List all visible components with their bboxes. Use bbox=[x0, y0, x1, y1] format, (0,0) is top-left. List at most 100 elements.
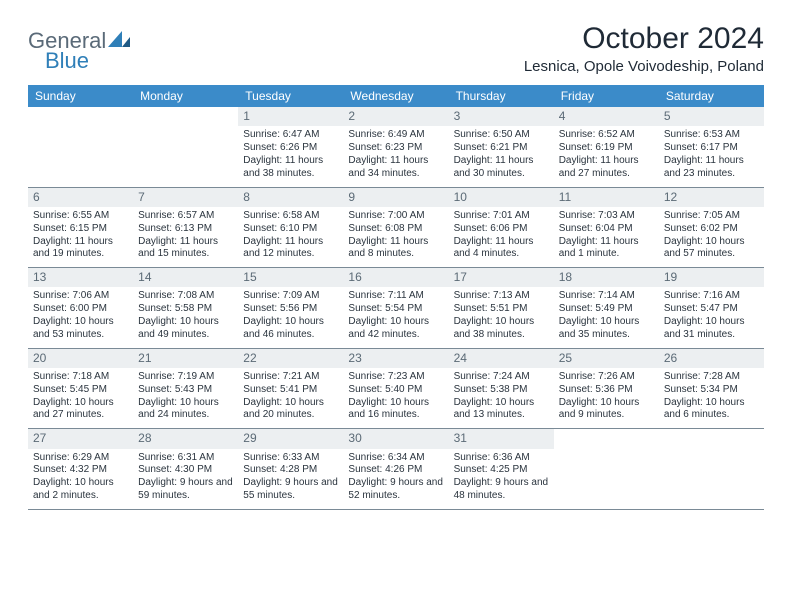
day-info: Sunrise: 7:21 AMSunset: 5:41 PMDaylight:… bbox=[243, 371, 338, 422]
day-number: 18 bbox=[554, 268, 659, 287]
day-cell: 19Sunrise: 7:16 AMSunset: 5:47 PMDayligh… bbox=[659, 268, 764, 348]
day-cell: 29 Sunrise: 6:33 AMSunset: 4:28 PMDayligh… bbox=[238, 429, 343, 509]
day-info: Sunrise: 7:08 AMSunset: 5:58 PMDaylight:… bbox=[138, 290, 233, 341]
sunset-text: Sunset: 4:26 PM bbox=[348, 464, 443, 477]
day-cell: 2Sunrise: 6:49 AMSunset: 6:23 PMDaylight… bbox=[343, 107, 448, 187]
day-cell: 14 Sunrise: 7:08 AMSunset: 5:58 PMDayligh… bbox=[133, 268, 238, 348]
day-cell: 10Sunrise: 7:01 AMSunset: 6:06 PMDayligh… bbox=[449, 188, 554, 268]
sunrise-text: Sunrise: 7:11 AM bbox=[348, 290, 443, 303]
sunset-text: Sunset: 5:45 PM bbox=[33, 384, 128, 397]
sunset-text: Sunset: 6:02 PM bbox=[664, 223, 759, 236]
day-cell: 9Sunrise: 7:00 AMSunset: 6:08 PMDaylight… bbox=[343, 188, 448, 268]
sunset-text: Sunset: 6:13 PM bbox=[138, 223, 233, 236]
day-info: Sunrise: 6:33 AMSunset: 4:28 PMDaylight:… bbox=[243, 452, 338, 503]
sunrise-text: Sunrise: 7:06 AM bbox=[33, 290, 128, 303]
daylight-text: Daylight: 10 hours and 31 minutes. bbox=[664, 316, 759, 342]
weekday-header-cell: Monday bbox=[133, 85, 238, 107]
day-cell: 25 Sunrise: 7:26 AMSunset: 5:36 PMDayligh… bbox=[554, 349, 659, 429]
month-title: October 2024 bbox=[524, 22, 764, 56]
sunset-text: Sunset: 6:26 PM bbox=[243, 142, 338, 155]
day-number: 14 bbox=[133, 268, 238, 287]
day-info: Sunrise: 7:06 AMSunset: 6:00 PMDaylight:… bbox=[33, 290, 128, 341]
daylight-text: Daylight: 11 hours and 4 minutes. bbox=[454, 236, 549, 262]
page-header: General October 2024 Lesnica, Opole Voiv… bbox=[28, 22, 764, 75]
sunrise-text: Sunrise: 7:08 AM bbox=[138, 290, 233, 303]
sunrise-text: Sunrise: 7:28 AM bbox=[664, 371, 759, 384]
daylight-text: Daylight: 10 hours and 46 minutes. bbox=[243, 316, 338, 342]
sunrise-text: Sunrise: 7:03 AM bbox=[559, 210, 654, 223]
day-number: 1 bbox=[238, 107, 343, 126]
sunset-text: Sunset: 4:28 PM bbox=[243, 464, 338, 477]
sunrise-text: Sunrise: 7:26 AM bbox=[559, 371, 654, 384]
day-number: 25 bbox=[554, 349, 659, 368]
sunrise-text: Sunrise: 6:47 AM bbox=[243, 129, 338, 142]
sunset-text: Sunset: 5:58 PM bbox=[138, 303, 233, 316]
sunrise-text: Sunrise: 7:05 AM bbox=[664, 210, 759, 223]
location-subtitle: Lesnica, Opole Voivodeship, Poland bbox=[524, 58, 764, 75]
sunset-text: Sunset: 5:51 PM bbox=[454, 303, 549, 316]
sunset-text: Sunset: 5:43 PM bbox=[138, 384, 233, 397]
day-number: 29 bbox=[238, 429, 343, 448]
day-cell: 15Sunrise: 7:09 AMSunset: 5:56 PMDayligh… bbox=[238, 268, 343, 348]
daylight-text: Daylight: 10 hours and 35 minutes. bbox=[559, 316, 654, 342]
day-info: Sunrise: 6:58 AMSunset: 6:10 PMDaylight:… bbox=[243, 210, 338, 261]
weeks-container: ..1Sunrise: 6:47 AMSunset: 6:26 PMDaylig… bbox=[28, 107, 764, 510]
day-cell: . bbox=[554, 429, 659, 509]
day-number: 28 bbox=[133, 429, 238, 448]
daylight-text: Daylight: 10 hours and 9 minutes. bbox=[559, 397, 654, 423]
week-row: 6 Sunrise: 6:55 AMSunset: 6:15 PMDaylight… bbox=[28, 188, 764, 269]
sunset-text: Sunset: 5:36 PM bbox=[559, 384, 654, 397]
sunrise-text: Sunrise: 6:58 AM bbox=[243, 210, 338, 223]
sunset-text: Sunset: 6:06 PM bbox=[454, 223, 549, 236]
logo-triangle-icon bbox=[108, 31, 130, 47]
day-info: Sunrise: 7:24 AMSunset: 5:38 PMDaylight:… bbox=[454, 371, 549, 422]
daylight-text: Daylight: 10 hours and 13 minutes. bbox=[454, 397, 549, 423]
title-block: October 2024 Lesnica, Opole Voivodeship,… bbox=[524, 22, 764, 75]
day-info: Sunrise: 6:55 AMSunset: 6:15 PMDaylight:… bbox=[33, 210, 128, 261]
day-cell: 23Sunrise: 7:23 AMSunset: 5:40 PMDayligh… bbox=[343, 349, 448, 429]
daylight-text: Daylight: 10 hours and 20 minutes. bbox=[243, 397, 338, 423]
day-cell: 31Sunrise: 6:36 AMSunset: 4:25 PMDayligh… bbox=[449, 429, 554, 509]
day-info: Sunrise: 7:03 AMSunset: 6:04 PMDaylight:… bbox=[559, 210, 654, 261]
day-number: 12 bbox=[659, 188, 764, 207]
daylight-text: Daylight: 9 hours and 52 minutes. bbox=[348, 477, 443, 503]
day-number: 11 bbox=[554, 188, 659, 207]
weekday-header-cell: Thursday bbox=[449, 85, 554, 107]
day-info: Sunrise: 6:50 AMSunset: 6:21 PMDaylight:… bbox=[454, 129, 549, 180]
day-cell: 27Sunrise: 6:29 AMSunset: 4:32 PMDayligh… bbox=[28, 429, 133, 509]
sunset-text: Sunset: 5:38 PM bbox=[454, 384, 549, 397]
sunset-text: Sunset: 6:15 PM bbox=[33, 223, 128, 236]
week-row: 27Sunrise: 6:29 AMSunset: 4:32 PMDayligh… bbox=[28, 429, 764, 510]
day-info: Sunrise: 7:01 AMSunset: 6:06 PMDaylight:… bbox=[454, 210, 549, 261]
sunrise-text: Sunrise: 7:21 AM bbox=[243, 371, 338, 384]
sunrise-text: Sunrise: 6:52 AM bbox=[559, 129, 654, 142]
daylight-text: Daylight: 10 hours and 6 minutes. bbox=[664, 397, 759, 423]
day-info: Sunrise: 6:36 AMSunset: 4:25 PMDaylight:… bbox=[454, 452, 549, 503]
sunrise-text: Sunrise: 7:14 AM bbox=[559, 290, 654, 303]
day-cell: 12Sunrise: 7:05 AMSunset: 6:02 PMDayligh… bbox=[659, 188, 764, 268]
day-info: Sunrise: 6:47 AMSunset: 6:26 PMDaylight:… bbox=[243, 129, 338, 180]
day-cell: 8Sunrise: 6:58 AMSunset: 6:10 PMDaylight… bbox=[238, 188, 343, 268]
day-number: 5 bbox=[659, 107, 764, 126]
sunset-text: Sunset: 5:47 PM bbox=[664, 303, 759, 316]
day-cell: 11 Sunrise: 7:03 AMSunset: 6:04 PMDayligh… bbox=[554, 188, 659, 268]
daylight-text: Daylight: 10 hours and 53 minutes. bbox=[33, 316, 128, 342]
daylight-text: Daylight: 10 hours and 27 minutes. bbox=[33, 397, 128, 423]
day-cell: 18Sunrise: 7:14 AMSunset: 5:49 PMDayligh… bbox=[554, 268, 659, 348]
sunrise-text: Sunrise: 6:34 AM bbox=[348, 452, 443, 465]
daylight-text: Daylight: 11 hours and 8 minutes. bbox=[348, 236, 443, 262]
day-info: Sunrise: 6:29 AMSunset: 4:32 PMDaylight:… bbox=[33, 452, 128, 503]
daylight-text: Daylight: 11 hours and 15 minutes. bbox=[138, 236, 233, 262]
day-cell: 5 Sunrise: 6:53 AMSunset: 6:17 PMDaylight… bbox=[659, 107, 764, 187]
sunset-text: Sunset: 4:32 PM bbox=[33, 464, 128, 477]
sunset-text: Sunset: 5:40 PM bbox=[348, 384, 443, 397]
day-info: Sunrise: 6:53 AMSunset: 6:17 PMDaylight:… bbox=[664, 129, 759, 180]
daylight-text: Daylight: 10 hours and 38 minutes. bbox=[454, 316, 549, 342]
day-number: 13 bbox=[28, 268, 133, 287]
day-number: 26 bbox=[659, 349, 764, 368]
day-cell: 28Sunrise: 6:31 AMSunset: 4:30 PMDayligh… bbox=[133, 429, 238, 509]
weekday-header-cell: Sunday bbox=[28, 85, 133, 107]
day-number: 6 bbox=[28, 188, 133, 207]
sunrise-text: Sunrise: 6:33 AM bbox=[243, 452, 338, 465]
daylight-text: Daylight: 10 hours and 24 minutes. bbox=[138, 397, 233, 423]
